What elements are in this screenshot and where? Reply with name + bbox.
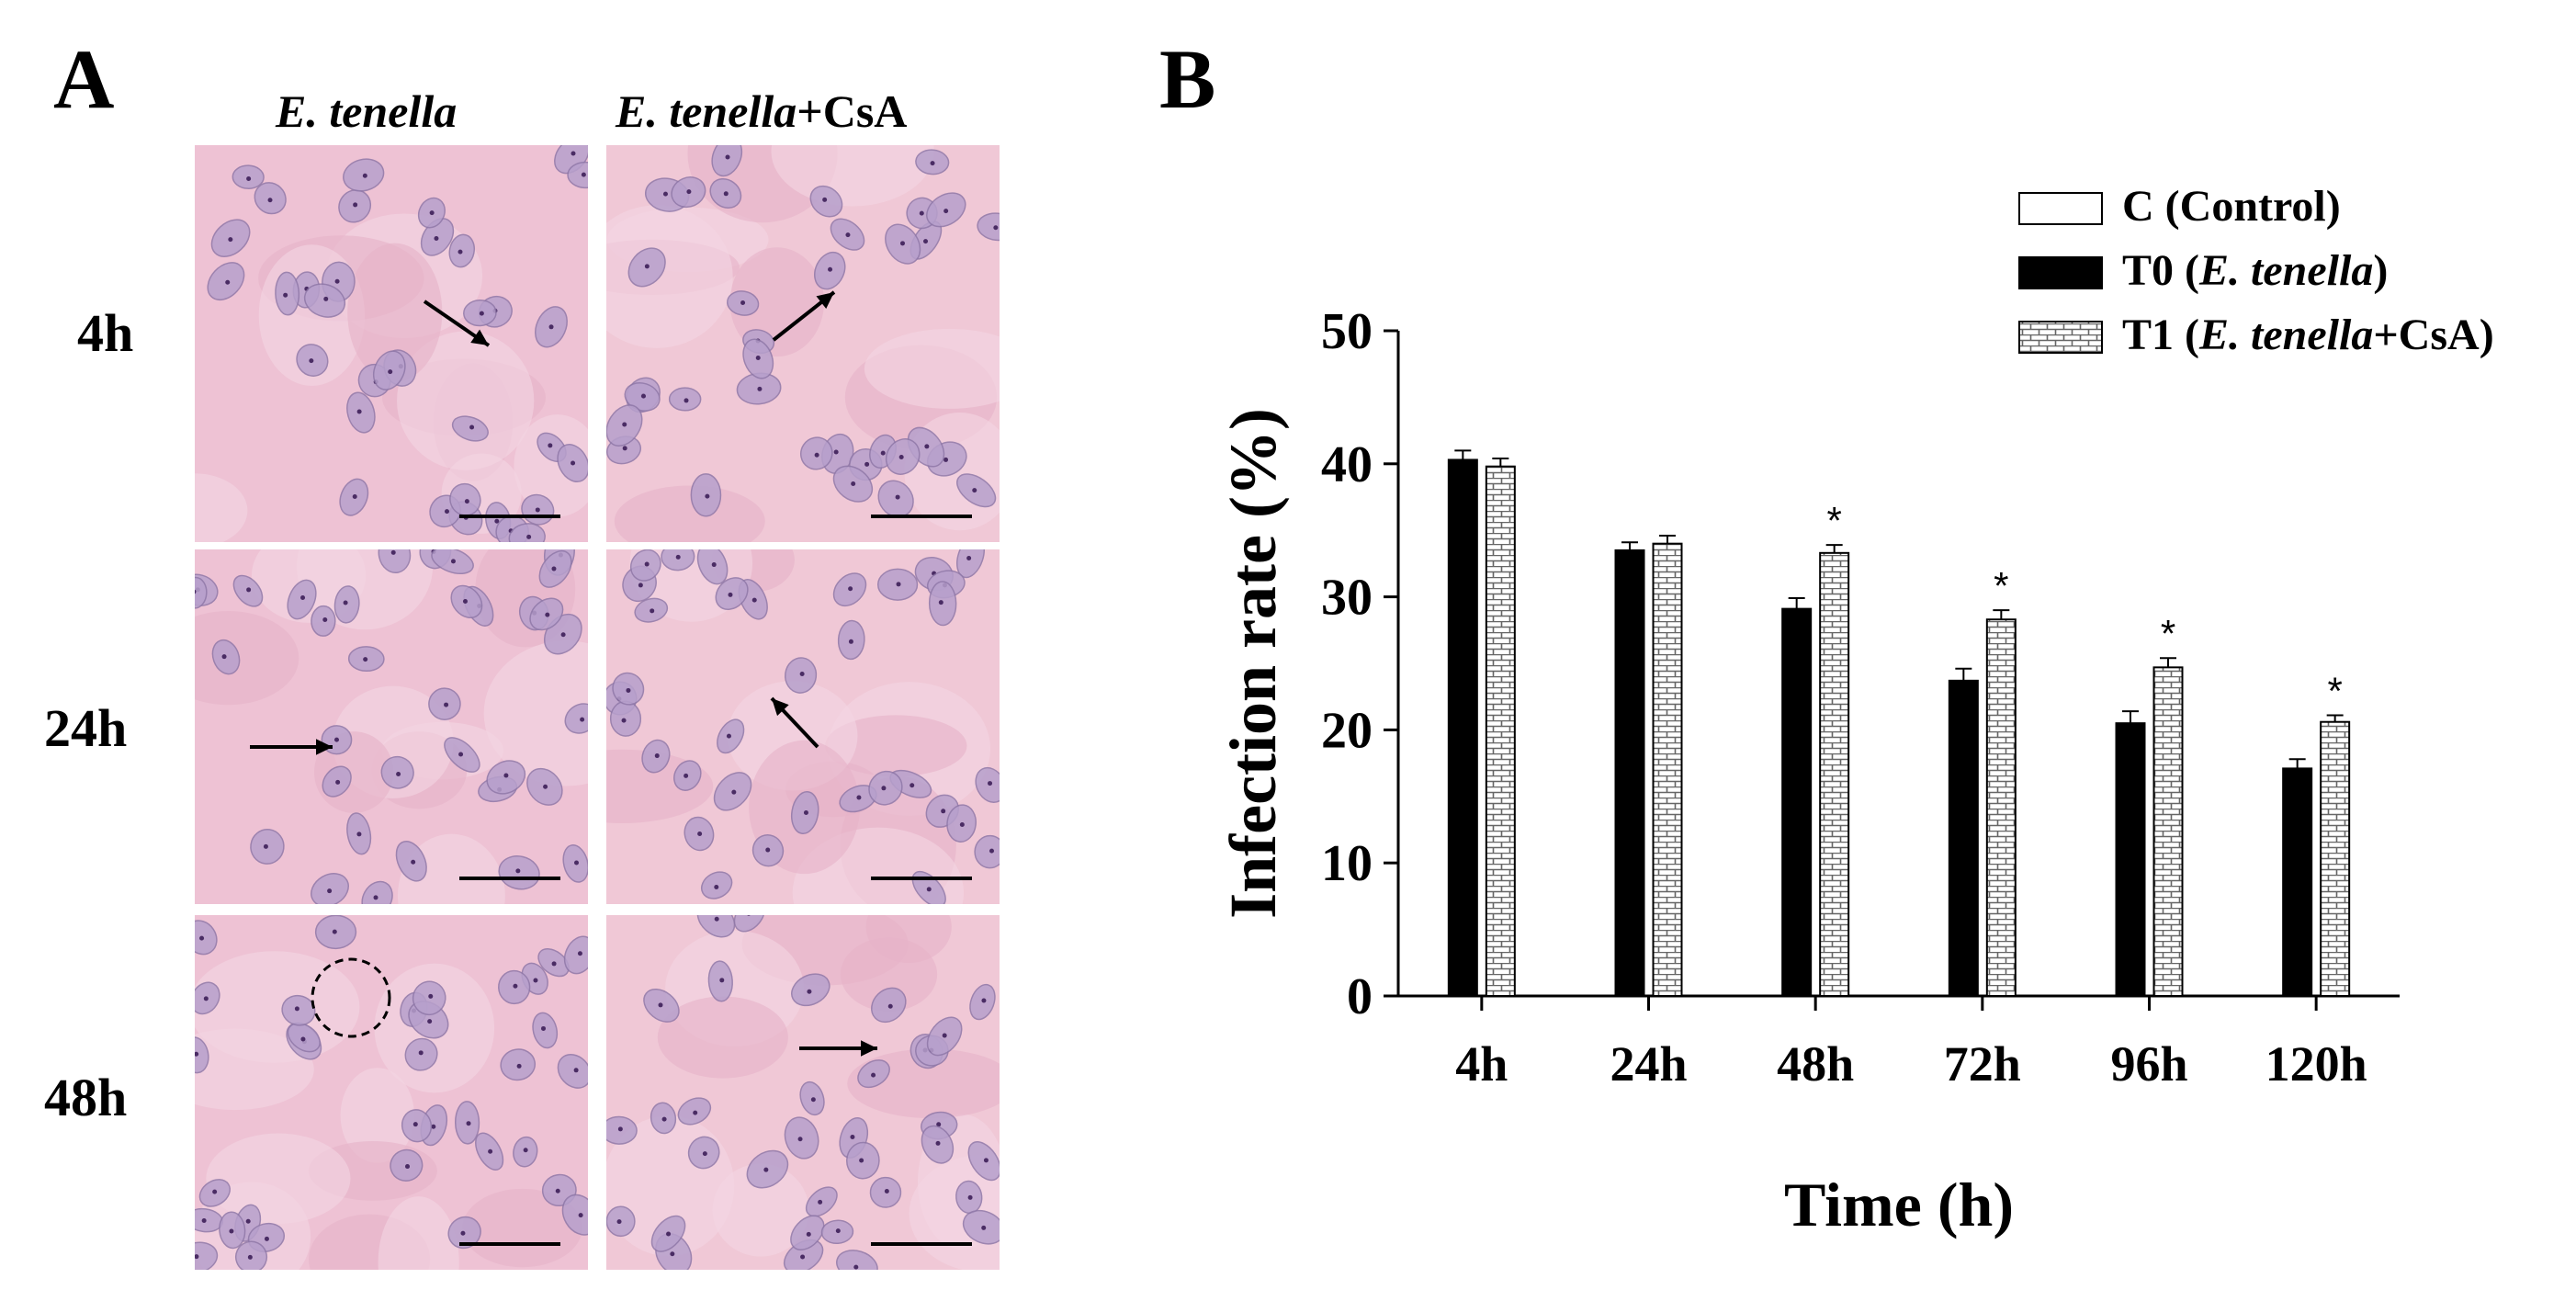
infection-rate-chart: C (Control) T0 (E. tenella) T1 (E. tenella… [1216, 182, 2494, 1239]
micrograph-texture [606, 145, 1000, 542]
micrograph-texture [606, 915, 1000, 1270]
axes: 0 10 20 30 40 50 4h 24h 48h 72h 96h 120h Time (h) Inf… [1216, 303, 2400, 1239]
micrograph-tenella-csa-48h [606, 915, 1000, 1270]
row-label-4h: 4h [77, 303, 134, 363]
legend: C (Control) T0 (E. tenella) T1 (E. tenella… [2018, 182, 2494, 359]
bar-t0 [1447, 458, 1478, 997]
legend-swatch [2018, 321, 2103, 354]
micrograph-texture [606, 549, 1000, 904]
x-tick-label: 24h [1610, 1036, 1687, 1092]
micrograph-texture [195, 915, 588, 1270]
x-axis-label: Time (h) [1784, 1170, 2014, 1239]
significance-marker: * [1994, 564, 2008, 607]
bar-t1 [1485, 465, 1516, 998]
y-tick-label: 30 [1321, 570, 1373, 627]
bar-t0 [1781, 607, 1813, 997]
micrograph-tenella-4h [195, 145, 588, 542]
x-tick-label: 4h [1455, 1036, 1508, 1092]
y-axis-label: Infection rate (%) [1216, 408, 1290, 919]
micrograph-tenella-csa-4h [606, 145, 1000, 542]
x-tick-label: 96h [2110, 1036, 2187, 1092]
bars: * * * * [1447, 449, 2351, 998]
legend-label: T0 (E. tenella) [2122, 246, 2388, 295]
micrograph-tenella-48h [195, 915, 588, 1270]
bar-t0 [1614, 549, 1645, 997]
x-tick-label: 120h [2265, 1036, 2367, 1092]
row-label-24h: 24h [44, 698, 128, 758]
legend-label: C (Control) [2122, 182, 2341, 231]
y-tick-label: 20 [1321, 702, 1373, 759]
bar-t0 [2282, 767, 2313, 998]
bar-t0 [2115, 722, 2146, 997]
bar-t0 [1948, 679, 1979, 997]
panel-b-letter: B [1159, 32, 1216, 126]
column-header-italic: E. tenella [276, 85, 458, 137]
legend-swatch [2018, 256, 2103, 289]
y-tick-label: 10 [1321, 835, 1373, 892]
legend-swatch [2018, 192, 2103, 225]
y-tick-label: 40 [1321, 436, 1373, 493]
bar-t1 [2152, 666, 2184, 997]
row-label-48h: 48h [44, 1068, 128, 1127]
significance-marker: * [1826, 499, 1841, 542]
arrow-icon [423, 300, 491, 347]
arrow-icon [770, 696, 819, 749]
column-header-tenella: E. tenella [276, 88, 457, 134]
bar-t1 [1819, 551, 1850, 997]
legend-label: T1 (E. tenella+CsA) [2122, 311, 2494, 359]
column-header-tenella-csa: E. tenella+CsA [616, 88, 907, 134]
significance-marker: * [2327, 669, 2342, 712]
bar-t1 [1652, 542, 1683, 997]
micrograph-texture [195, 549, 588, 904]
arrow-icon [799, 1040, 877, 1057]
y-tick-label: 50 [1321, 303, 1373, 360]
arrow-icon [250, 739, 333, 755]
dashed-circle-marker [311, 957, 391, 1038]
micrograph-tenella-24h [195, 549, 588, 904]
panel-a-letter: A [53, 32, 115, 126]
bar-t1 [1985, 618, 2017, 997]
micrograph-texture [195, 145, 588, 542]
bar-t1 [2320, 720, 2351, 997]
y-tick-label: 0 [1347, 968, 1373, 1025]
micrograph-tenella-csa-24h [606, 549, 1000, 904]
significance-marker: * [2161, 612, 2175, 655]
x-tick-label: 48h [1777, 1036, 1854, 1092]
column-header-italic: E. tenella [616, 85, 797, 137]
x-tick-label: 72h [1944, 1036, 2021, 1092]
column-header-suffix: +CsA [797, 85, 908, 137]
arrow-icon [772, 290, 836, 342]
